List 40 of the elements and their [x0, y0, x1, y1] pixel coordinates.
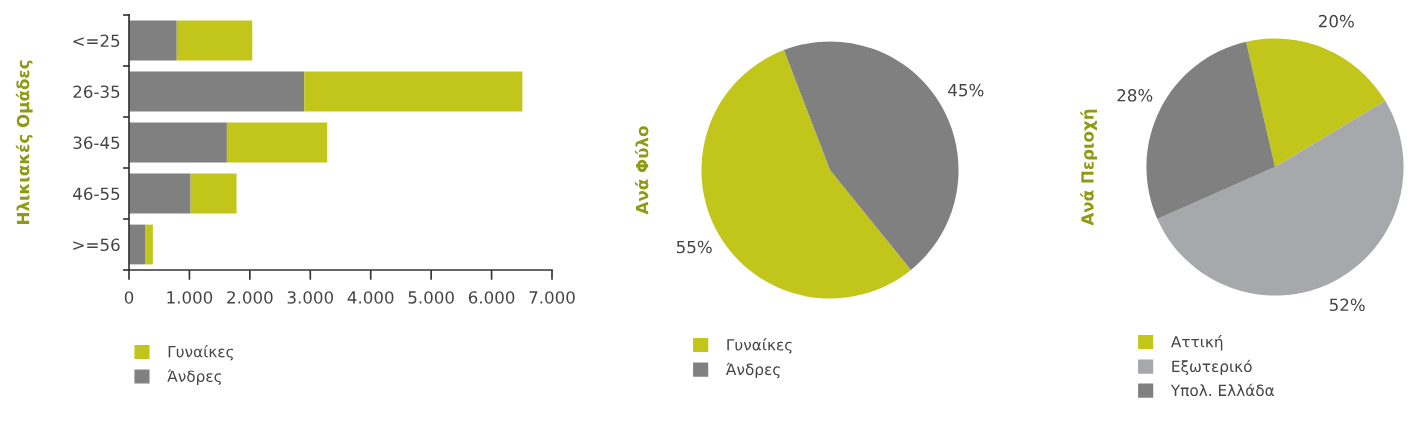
x-tick-label: 2.000 [227, 291, 273, 304]
legend-label: Γυναίκες [727, 338, 792, 354]
x-tick-label: 7.000 [529, 291, 575, 304]
data-label: 20% [1318, 14, 1354, 28]
x-tick-label: 0 [124, 291, 134, 304]
x-tick-label: 4.000 [347, 291, 394, 304]
y-tick-label: >=56 [73, 238, 120, 252]
pie-slice [1246, 38, 1386, 167]
data-label: 45% [948, 83, 984, 97]
text: Ανά Περιοχή [1080, 109, 1097, 226]
pie-slice [1157, 100, 1404, 296]
legend-label: Υπολ. Ελλάδα [1170, 383, 1274, 397]
x-tick-label: 6.000 [468, 291, 515, 304]
data-label: 52% [1329, 298, 1365, 312]
bar [176, 20, 253, 61]
data-label: 28% [1117, 88, 1153, 102]
bar [226, 122, 328, 163]
bar [129, 71, 305, 112]
x-tick-label: 3.000 [287, 291, 334, 304]
bar [129, 20, 177, 61]
x-tick-label: 1.000 [167, 291, 213, 304]
bar [190, 173, 237, 214]
legend-label: Αττική [1170, 335, 1223, 351]
text: Ανά Φύλο [634, 126, 649, 215]
legend-label: Άνδρες [725, 362, 780, 379]
legend-label: Εξωτερικό [1172, 359, 1252, 376]
y-tick-label: 46-55 [73, 187, 120, 201]
y-tick-label: 36-45 [73, 136, 120, 150]
y-tick-label: 26-35 [73, 85, 120, 99]
bar [304, 71, 523, 112]
bar [129, 173, 191, 214]
bar [129, 224, 146, 265]
legend-label: Γυναίκες [168, 344, 234, 361]
legend-label: Άνδρες [167, 369, 222, 385]
y-axis-title: Ηλικιακές Ομάδες [15, 60, 33, 224]
bar [129, 122, 227, 163]
y-tick-label: <=25 [73, 34, 120, 48]
data-label: 55% [676, 240, 712, 254]
bar [145, 224, 153, 265]
x-tick-label: 5.000 [408, 291, 454, 304]
